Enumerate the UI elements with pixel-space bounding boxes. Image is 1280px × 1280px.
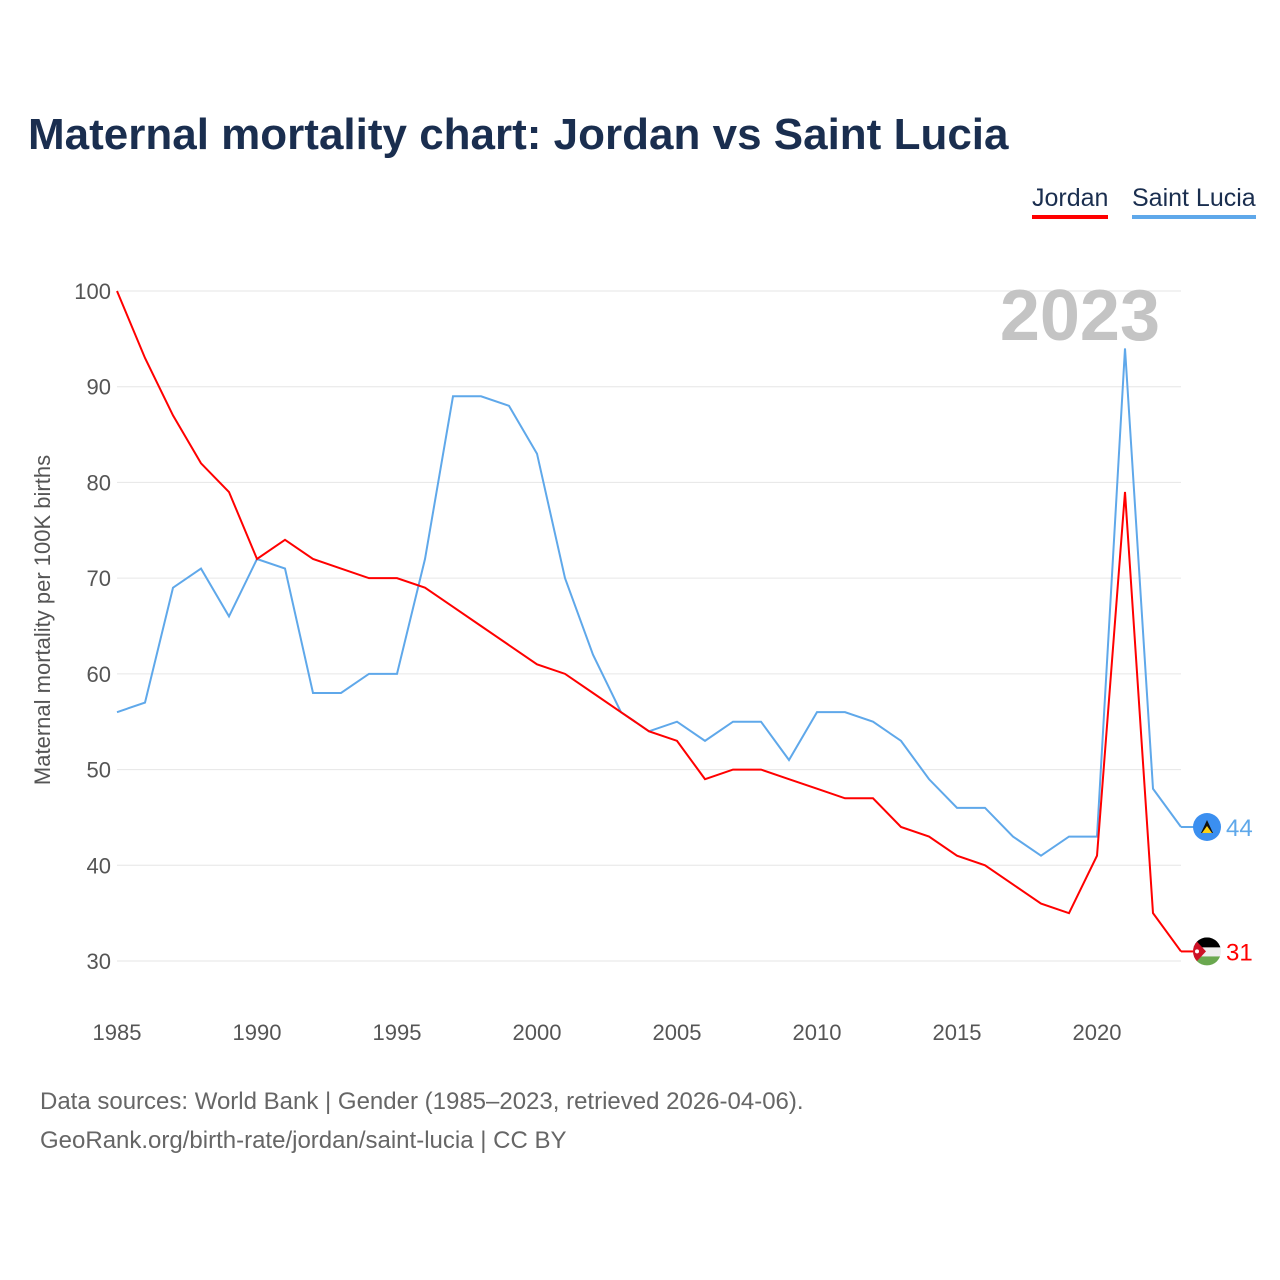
legend-jordan[interactable]: Jordan bbox=[1032, 184, 1109, 219]
source-url[interactable]: GeoRank.org/birth-rate/jordan/saint-luci… bbox=[40, 1127, 567, 1154]
y-tick-label: 60 bbox=[87, 662, 111, 687]
y-tick-label: 50 bbox=[87, 758, 111, 783]
x-tick-label: 2010 bbox=[793, 1020, 842, 1045]
series-line-jordan bbox=[116, 290, 1182, 953]
x-tick-label: 2015 bbox=[933, 1020, 982, 1045]
end-value-label: 44 bbox=[1226, 815, 1253, 842]
end-value-label: 31 bbox=[1226, 939, 1253, 966]
y-tick-label: 30 bbox=[87, 949, 111, 974]
x-tick-label: 1995 bbox=[373, 1020, 422, 1045]
y-axis-label: Maternal mortality per 100K births bbox=[30, 455, 55, 785]
x-tick-label: 2000 bbox=[513, 1020, 562, 1045]
y-tick-label: 40 bbox=[87, 853, 111, 878]
x-tick-label: 2005 bbox=[653, 1020, 702, 1045]
year-label: 2023 bbox=[1000, 276, 1160, 356]
y-tick-label: 80 bbox=[87, 470, 111, 495]
x-tick-label: 1990 bbox=[233, 1020, 282, 1045]
source-note: Data sources: World Bank | Gender (1985–… bbox=[40, 1088, 804, 1115]
legend-saint-lucia[interactable]: Saint Lucia bbox=[1132, 184, 1256, 219]
chart-title: Maternal mortality chart: Jordan vs Sain… bbox=[28, 110, 1009, 159]
y-tick-label: 90 bbox=[87, 375, 111, 400]
saint-lucia-flag-triangle bbox=[1202, 826, 1212, 833]
jordan-flag-icon bbox=[1193, 937, 1221, 966]
series-line-saint-lucia bbox=[116, 348, 1182, 857]
y-tick-label: 70 bbox=[87, 566, 111, 591]
x-tick-label: 2020 bbox=[1073, 1020, 1122, 1045]
y-tick-label: 100 bbox=[74, 279, 111, 304]
x-tick-label: 1985 bbox=[93, 1020, 142, 1045]
